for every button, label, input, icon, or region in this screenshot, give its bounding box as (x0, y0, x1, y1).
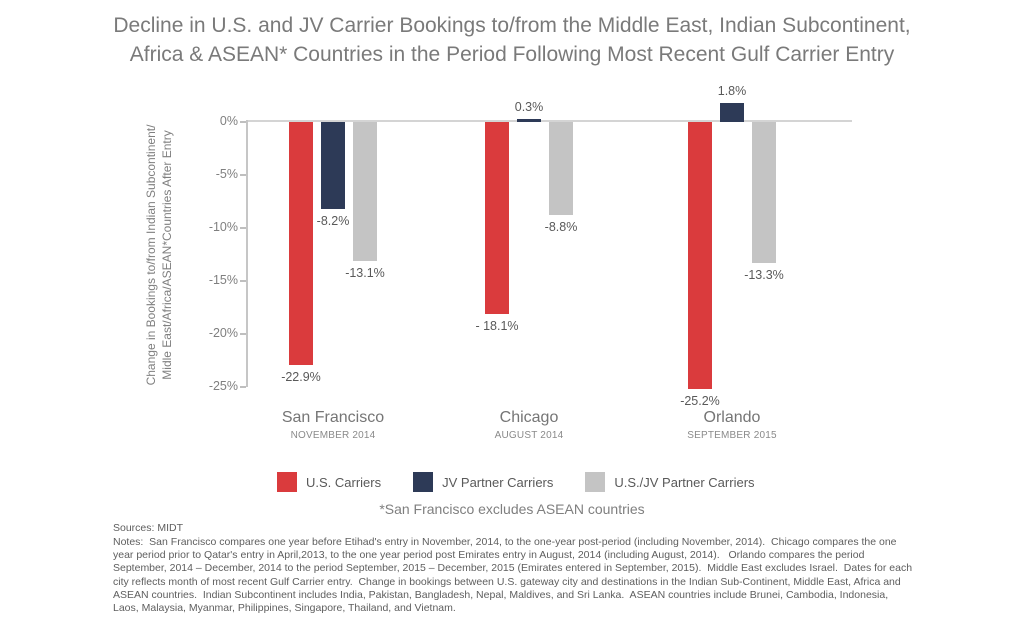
bar-u-s-carriers-chicago (485, 122, 509, 314)
us-carriers-swatch-icon (277, 472, 297, 492)
bar-u-s-jv-partner-carriers-chicago (549, 122, 573, 216)
bar-value-label-u-s-jv-partner-carriers-san-francisco: -13.1% (345, 265, 385, 280)
asterisk-footnote: *San Francisco excludes ASEAN countries (379, 501, 645, 517)
legend-label-us-carriers: U.S. Carriers (306, 474, 382, 490)
bar-value-label-u-s-carriers-orlando: -25.2% (680, 394, 720, 409)
y-tick-mark-20 (240, 333, 246, 335)
us-jv-partner-carriers-swatch-icon (585, 472, 606, 492)
bar-jv-partner-carriers-chicago (517, 118, 541, 122)
y-tick-label-0: 0% (219, 114, 238, 128)
y-axis-line (246, 120, 248, 387)
y-tick-mark-0 (240, 121, 246, 123)
legend-label-us-jv-partner-carriers: U.S./JV Partner Carriers (614, 474, 755, 490)
bar-value-label-u-s-jv-partner-carriers-chicago: -8.8% (544, 220, 578, 235)
bar-value-label-jv-partner-carriers-chicago: 0.3% (514, 99, 544, 114)
y-tick-label-20: -20% (208, 326, 238, 340)
bar-u-s-carriers-orlando (688, 122, 712, 390)
y-tick-label-10: -10% (208, 220, 238, 234)
y-tick-mark-25 (240, 386, 246, 388)
page-title-line2: Africa & ASEAN* Countries in the Period … (129, 43, 895, 66)
jv-partner-carriers-swatch-icon (413, 472, 434, 492)
bar-value-label-jv-partner-carriers-san-francisco: -8.2% (316, 213, 350, 228)
sources-line: Sources: MIDT (113, 522, 184, 534)
y-tick-mark-15 (240, 280, 246, 282)
page-title-line1: Decline in U.S. and JV Carrier Bookings … (113, 14, 911, 37)
y-tick-mark-5 (240, 174, 246, 176)
y-tick-mark-10 (240, 227, 246, 229)
bar-value-label-u-s-carriers-san-francisco: -22.9% (281, 369, 321, 384)
category-label-chicago: Chicago (499, 409, 559, 426)
category-label-san-francisco: San Francisco (281, 409, 385, 426)
category-date-orlando: SEPTEMBER 2015 (687, 430, 777, 441)
category-date-san-francisco: NOVEMBER 2014 (290, 430, 376, 441)
bar-value-label-u-s-carriers-chicago: - 18.1% (475, 318, 519, 333)
bar-jv-partner-carriers-san-francisco (321, 122, 345, 209)
notes-paragraph: Notes: San Francisco compares one year b… (113, 536, 915, 615)
category-label-orlando: Orlando (703, 409, 761, 426)
bar-u-s-jv-partner-carriers-san-francisco (353, 122, 377, 261)
bar-u-s-jv-partner-carriers-orlando (752, 122, 776, 263)
y-tick-label-25: -25% (208, 379, 238, 393)
category-date-chicago: AUGUST 2014 (494, 430, 564, 441)
bar-value-label-jv-partner-carriers-orlando: 1.8% (717, 83, 747, 98)
bar-value-label-u-s-jv-partner-carriers-orlando: -13.3% (744, 267, 784, 282)
y-tick-label-5: -5% (215, 167, 238, 181)
legend-item-us-jv-partner-carriers: U.S./JV Partner Carriers (585, 472, 755, 492)
chart-legend: U.S. Carriers JV Partner Carriers U.S./J… (277, 472, 755, 492)
legend-label-jv-partner-carriers: JV Partner Carriers (442, 474, 554, 490)
bar-jv-partner-carriers-orlando (720, 102, 744, 122)
legend-item-jv-partner-carriers: JV Partner Carriers (413, 472, 553, 492)
bar-u-s-carriers-san-francisco (289, 122, 313, 365)
zero-baseline (248, 120, 852, 122)
y-tick-label-15: -15% (208, 273, 238, 287)
legend-item-us-carriers: U.S. Carriers (277, 472, 381, 492)
